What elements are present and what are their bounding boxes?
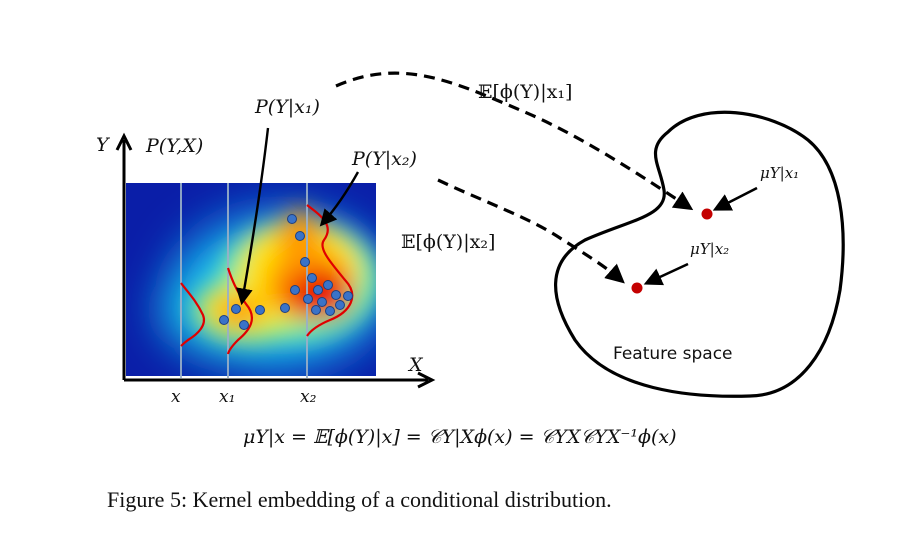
- conditional-x1-label: P(Y|x₁): [254, 96, 320, 118]
- axes: [115, 132, 436, 389]
- sample-point: [331, 290, 341, 300]
- x-axis-arrowhead: [417, 371, 436, 389]
- sample-points: [219, 214, 353, 330]
- sample-point: [303, 294, 313, 304]
- arrow-to-mean-x2: [643, 262, 689, 286]
- tick-label-x2: x₂: [300, 387, 317, 407]
- tick-label-x1: x₁: [219, 387, 235, 407]
- mean-embedding-x2-label: μY|x₂: [690, 240, 729, 258]
- sample-point: [300, 257, 310, 267]
- expectation-x2-label: 𝔼[ϕ(Y)|x₂]: [401, 231, 495, 253]
- y-axis-arrowhead: [115, 132, 133, 151]
- x-axis-label: X: [407, 354, 424, 376]
- arrow-to-curve-x1: [236, 127, 270, 306]
- tick-label-x: x: [171, 387, 181, 407]
- curve-at-x: [180, 282, 206, 347]
- sample-point: [317, 297, 327, 307]
- sample-point: [323, 280, 333, 290]
- embedding-arrows: [335, 71, 694, 284]
- conditional-curves: [180, 204, 354, 355]
- mean-embedding-x1-point: [701, 208, 713, 220]
- sample-point: [325, 306, 335, 316]
- conditional-x2-label: P(Y|x₂): [351, 148, 417, 170]
- embedding-equation: μY|x = 𝔼[ϕ(Y)|x] = 𝒞Y|Xϕ(x) = 𝒞YX𝒞YX⁻¹ϕ(…: [243, 426, 677, 448]
- mean-embedding-x1-label: μY|x₁: [760, 164, 799, 182]
- dashed-arrow-x1: [335, 71, 694, 211]
- sample-point: [219, 315, 229, 325]
- dashed-arrow-x2: [437, 178, 625, 284]
- mean-embedding-x2-point: [631, 282, 643, 294]
- mean-arrows: [643, 186, 758, 286]
- expectation-x1-label: 𝔼[ϕ(Y)|x₁]: [478, 81, 572, 103]
- sample-point: [307, 273, 317, 283]
- curve-at-x1: [226, 267, 254, 355]
- sample-point: [231, 304, 241, 314]
- feature-space-region: [554, 110, 845, 398]
- sample-point: [255, 305, 265, 315]
- sample-point: [335, 300, 345, 310]
- figure-caption: Figure 5: Kernel embedding of a conditio…: [107, 487, 612, 512]
- arrow-to-curve-x2: [319, 171, 360, 227]
- sample-point: [311, 305, 321, 315]
- feature-space-label: Feature space: [613, 344, 733, 364]
- label-arrows: [236, 127, 360, 306]
- sample-point: [239, 320, 249, 330]
- sample-point: [313, 285, 323, 295]
- sample-point: [290, 285, 300, 295]
- joint-density-heatmap: [126, 183, 376, 376]
- sample-point: [295, 231, 305, 241]
- sample-point: [280, 303, 290, 313]
- curve-at-x2: [306, 204, 354, 337]
- joint-distribution-label: P(Y,X): [145, 135, 203, 157]
- arrow-to-mean-x1: [712, 186, 758, 211]
- y-axis-label: Y: [96, 134, 111, 156]
- sample-point: [343, 291, 353, 301]
- sample-point: [287, 214, 297, 224]
